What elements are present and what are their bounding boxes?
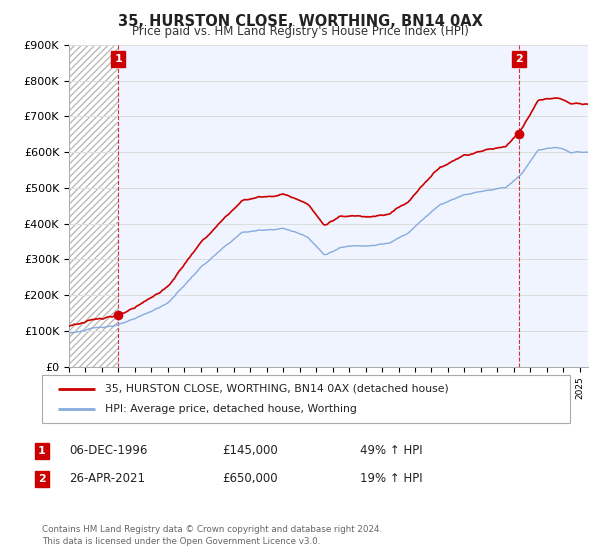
FancyBboxPatch shape bbox=[42, 375, 570, 423]
Text: Price paid vs. HM Land Registry's House Price Index (HPI): Price paid vs. HM Land Registry's House … bbox=[131, 25, 469, 38]
Text: 2: 2 bbox=[515, 54, 523, 64]
Text: 26-APR-2021: 26-APR-2021 bbox=[69, 472, 145, 486]
Text: Contains HM Land Registry data © Crown copyright and database right 2024.
This d: Contains HM Land Registry data © Crown c… bbox=[42, 525, 382, 546]
Text: 2: 2 bbox=[38, 474, 46, 484]
Text: 1: 1 bbox=[115, 54, 122, 64]
Text: £650,000: £650,000 bbox=[222, 472, 278, 486]
Text: HPI: Average price, detached house, Worthing: HPI: Average price, detached house, Wort… bbox=[106, 404, 357, 414]
Text: £145,000: £145,000 bbox=[222, 444, 278, 458]
Text: 49% ↑ HPI: 49% ↑ HPI bbox=[360, 444, 422, 458]
Text: 35, HURSTON CLOSE, WORTHING, BN14 0AX (detached house): 35, HURSTON CLOSE, WORTHING, BN14 0AX (d… bbox=[106, 384, 449, 394]
Text: 35, HURSTON CLOSE, WORTHING, BN14 0AX: 35, HURSTON CLOSE, WORTHING, BN14 0AX bbox=[118, 14, 482, 29]
Text: 06-DEC-1996: 06-DEC-1996 bbox=[69, 444, 148, 458]
Text: 19% ↑ HPI: 19% ↑ HPI bbox=[360, 472, 422, 486]
Text: 1: 1 bbox=[38, 446, 46, 456]
